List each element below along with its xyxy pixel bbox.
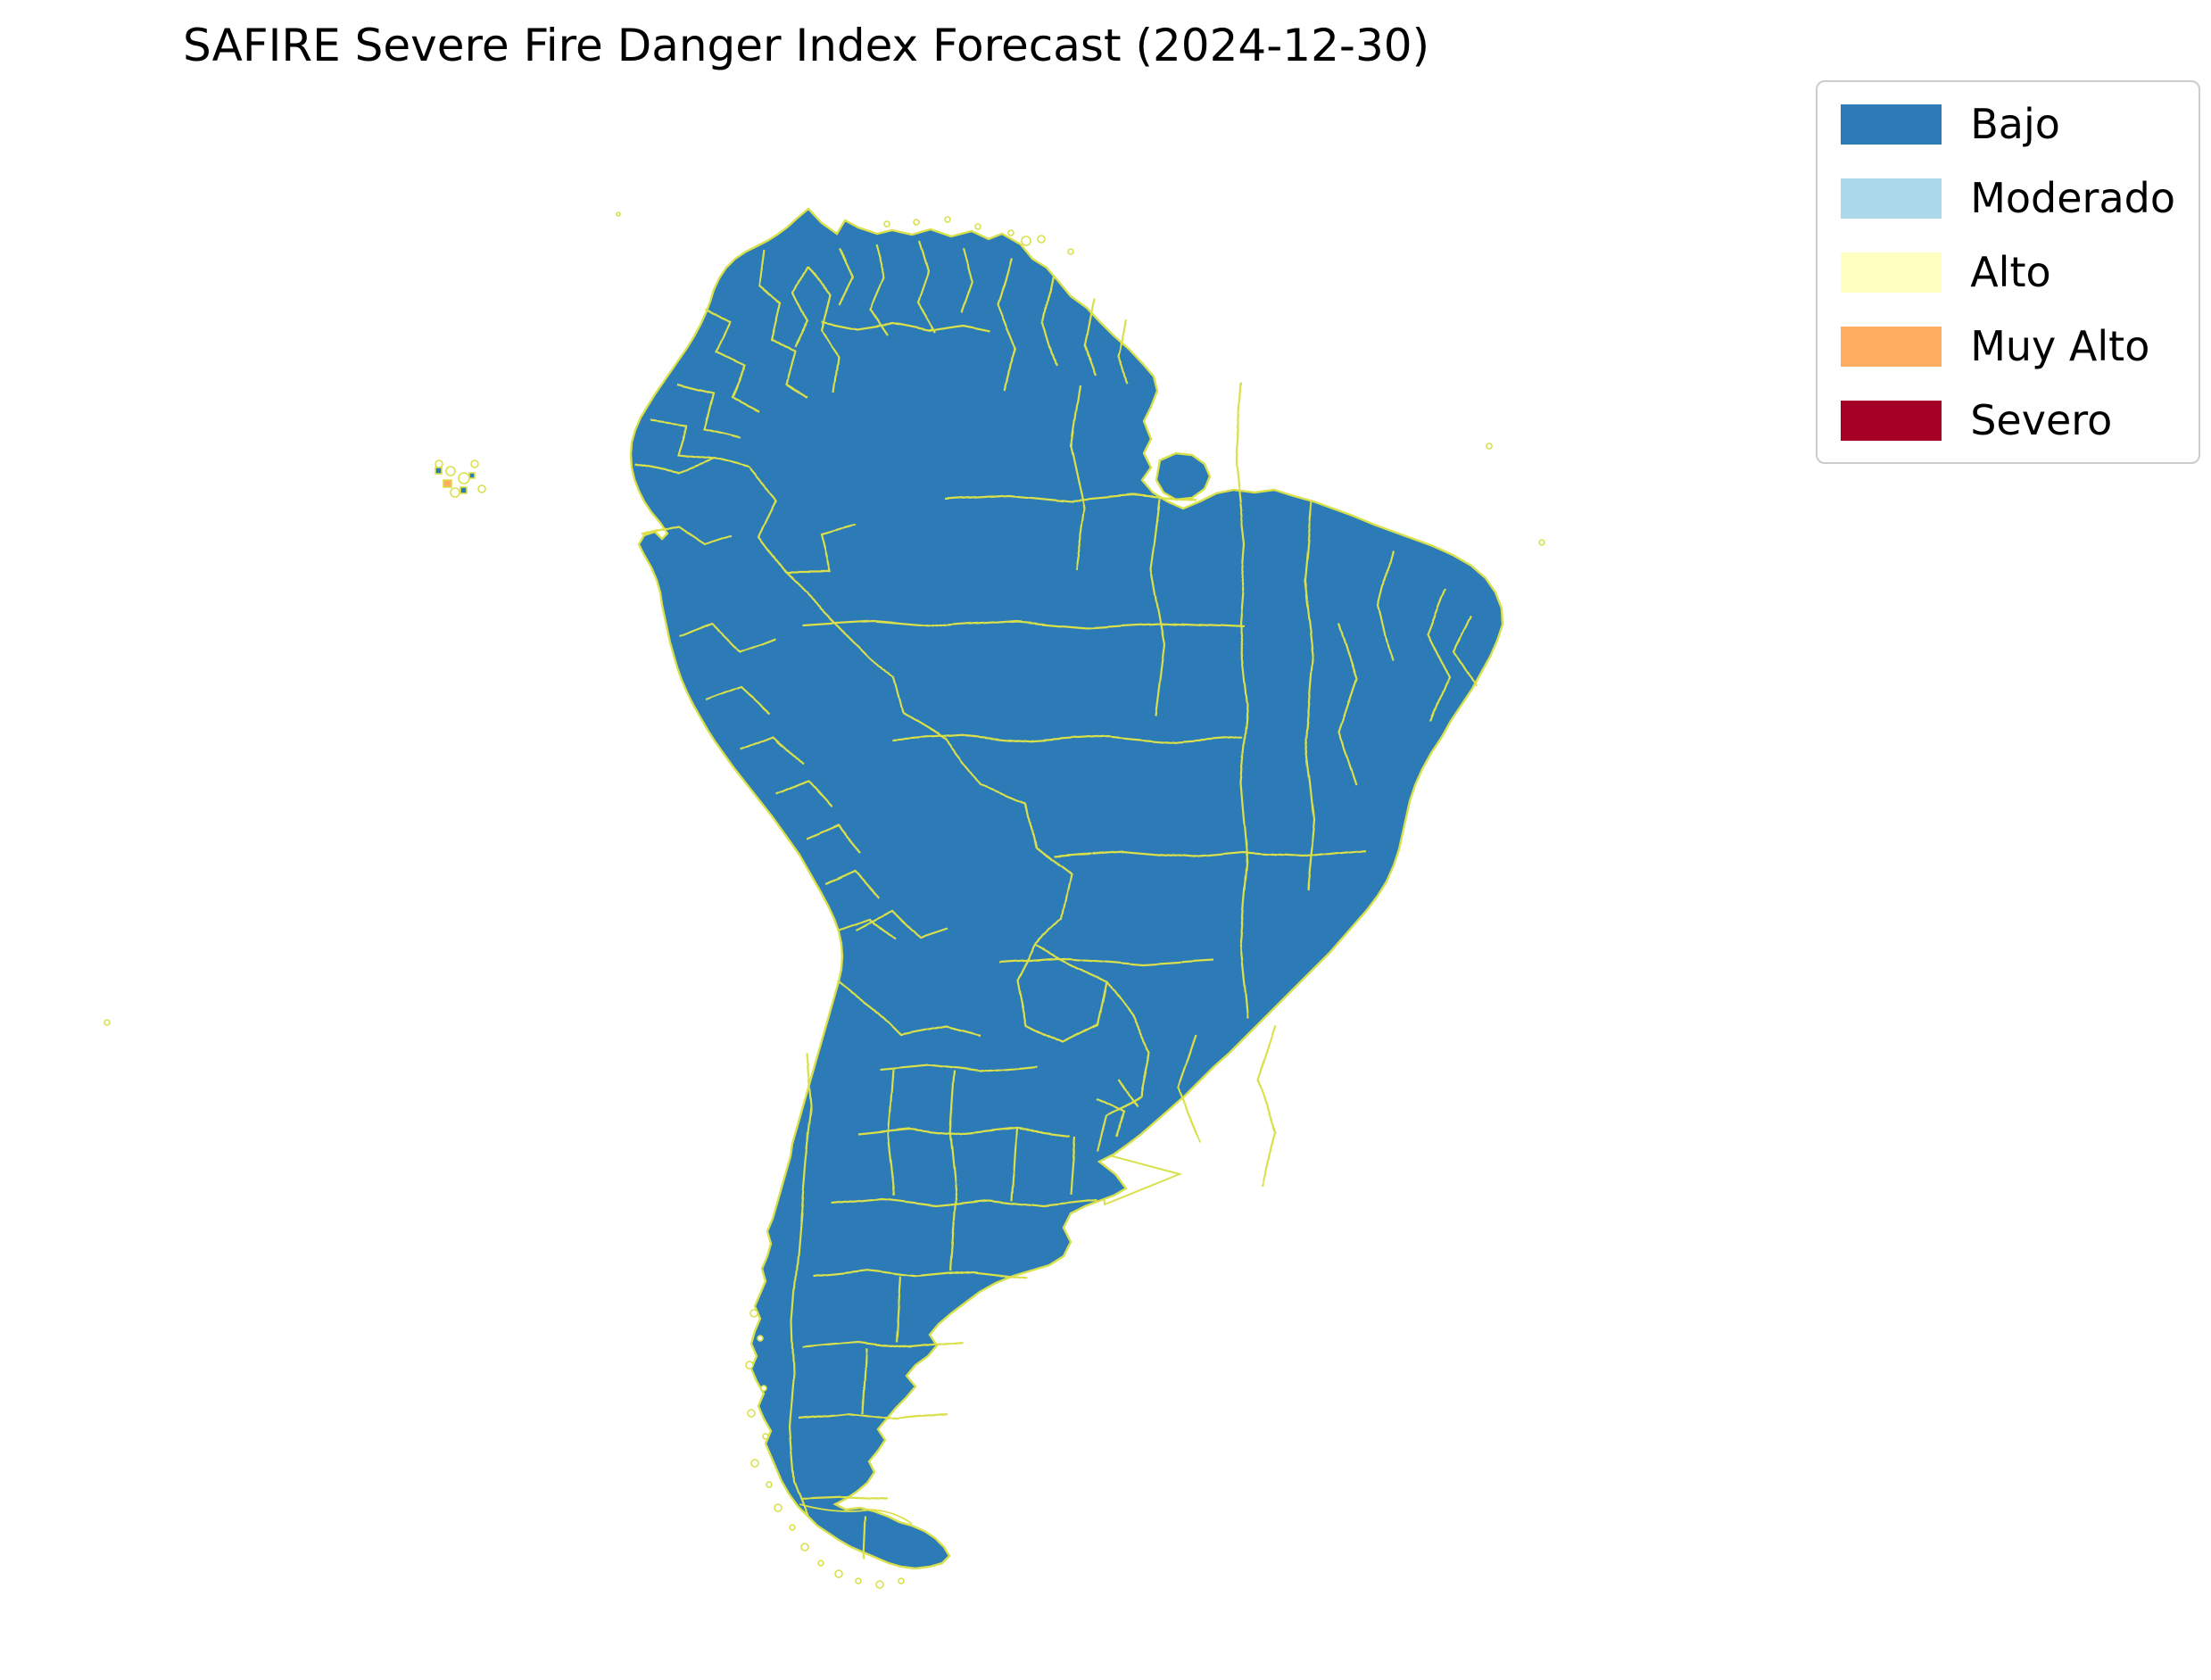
admin-borders [634, 240, 1478, 1560]
legend-swatch [1841, 252, 1942, 293]
legend-swatch [1841, 326, 1942, 367]
legend-row-bajo: Bajo [1841, 103, 2175, 145]
legend-swatch [1841, 400, 1942, 441]
figure-title: SAFIRE Severe Fire Danger Index Forecast… [183, 20, 1430, 71]
legend-swatch [1841, 103, 1942, 145]
legend-items: Bajo Moderado Alto Muy Alto Severo [1841, 103, 2175, 441]
island-specks [104, 211, 1545, 1589]
legend-row-muy-alto: Muy Alto [1841, 326, 2175, 367]
legend-row-alto: Alto [1841, 252, 2175, 293]
coastline-outline [629, 207, 1504, 1570]
legend-label: Bajo [1970, 100, 2060, 148]
fire-danger-cell [632, 507, 644, 521]
legend-label: Muy Alto [1970, 322, 2150, 370]
legend: Bajo Moderado Alto Muy Alto Severo [1816, 80, 2200, 464]
legend-swatch [1841, 178, 1942, 219]
legend-label: Alto [1970, 248, 2051, 296]
legend-label: Severo [1970, 396, 2113, 444]
legend-row-severo: Severo [1841, 400, 2175, 441]
legend-label: Moderado [1970, 174, 2175, 222]
legend-row-moderado: Moderado [1841, 178, 2175, 219]
